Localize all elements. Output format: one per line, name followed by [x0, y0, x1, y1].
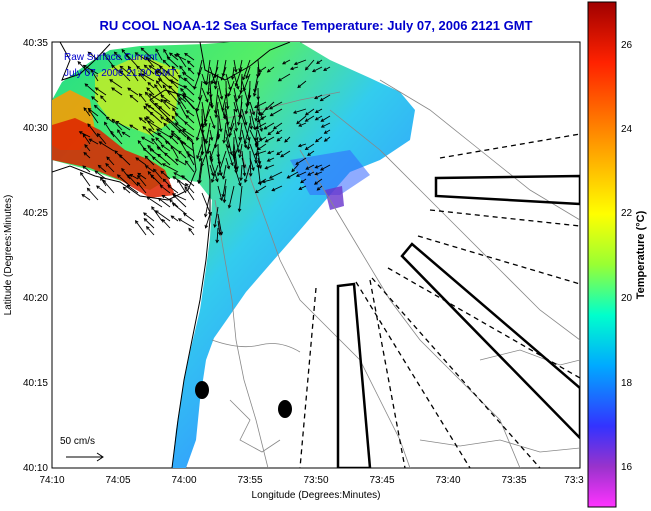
colorbar-label: Temperature (°C)	[635, 210, 647, 299]
x-tick-label: 74:05	[105, 475, 130, 486]
y-axis: 40:35 40:30 40:25 40:20 40:15 40:10	[23, 38, 48, 474]
x-tick-label: 73:3	[564, 475, 584, 486]
mooring-marker	[195, 381, 209, 399]
y-tick-label: 40:20	[23, 293, 48, 304]
colorbar-tick-label: 16	[621, 462, 633, 473]
y-tick-label: 40:15	[23, 378, 48, 389]
coastline-north	[59, 42, 111, 81]
sst-field	[52, 42, 415, 468]
colorbar-tick-label: 18	[621, 378, 633, 389]
cold-spot	[325, 186, 344, 210]
y-tick-label: 40:10	[23, 463, 48, 474]
x-axis-label: Longitude (Degrees:Minutes)	[252, 490, 381, 501]
x-tick-label: 73:45	[369, 475, 394, 486]
x-tick-label: 73:55	[237, 475, 262, 486]
x-tick-label: 74:10	[39, 475, 64, 486]
colorbar-tick-label: 26	[621, 40, 633, 51]
scale-arrow	[66, 452, 104, 462]
survey-boxes	[336, 174, 580, 468]
current-label: Raw Surface Current	[64, 52, 158, 63]
cool-patch	[290, 150, 370, 195]
colorbar-tick-label: 20	[621, 293, 633, 304]
colorbar	[587, 1, 617, 508]
coastline	[52, 89, 211, 468]
map-title: RU COOL NOAA-12 Sea Surface Temperature:…	[99, 18, 532, 33]
y-axis-label: Latitude (Degrees:Minutes)	[3, 195, 14, 316]
x-tick-label: 73:50	[303, 475, 328, 486]
bay-shore	[199, 42, 291, 81]
map-content	[52, 42, 580, 468]
x-tick-label: 73:40	[435, 475, 460, 486]
x-tick-label: 73:35	[501, 475, 526, 486]
x-axis: 74:10 74:05 74:00 73:55 73:50 73:45 73:4…	[39, 475, 584, 486]
scale-label: 50 cm/s	[60, 436, 95, 447]
current-vectors	[77, 47, 331, 244]
y-tick-label: 40:25	[23, 208, 48, 219]
colorbar-tick-label: 22	[621, 208, 633, 219]
colorbar-ticks: 26 24 22 20 18 16	[621, 40, 633, 473]
y-tick-label: 40:30	[23, 123, 48, 134]
mooring-marker	[278, 400, 292, 418]
current-time-label: July 07, 2006 21:00 GMT	[64, 68, 176, 79]
x-tick-label: 74:00	[171, 475, 196, 486]
y-tick-label: 40:35	[23, 38, 48, 49]
colorbar-tick-label: 24	[621, 124, 633, 135]
